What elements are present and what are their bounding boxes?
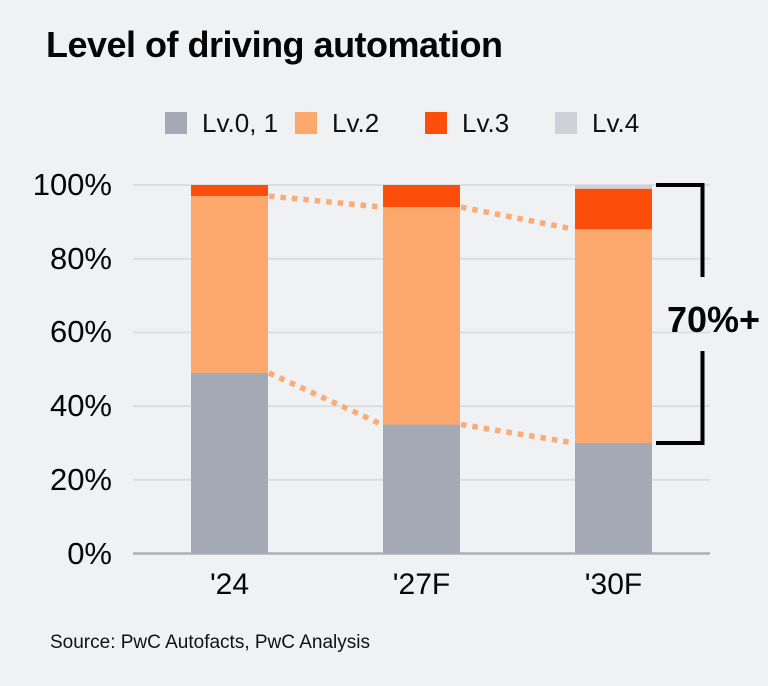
- legend-label-lv4: Lv.4: [592, 108, 640, 138]
- source-note: Source: PwC Autofacts, PwC Analysis: [50, 632, 370, 653]
- bar-segment-lv2-1: [191, 196, 268, 373]
- bar-segment-lv4-3: [575, 185, 652, 189]
- bar-segment-lv01-2: [383, 424, 460, 554]
- bar-segment-lv01-3: [575, 442, 652, 554]
- x-category-label: '30F: [584, 568, 643, 601]
- chart-title: Level of driving automation: [46, 24, 503, 65]
- legend-item-lv01: Lv.0, 1: [165, 110, 295, 136]
- legend-item-lv4: Lv.4: [555, 110, 685, 136]
- dotted-connector: [460, 421, 575, 446]
- bar-segment-lv3-3: [575, 188, 652, 230]
- legend-label-lv01: Lv.0, 1: [202, 108, 279, 138]
- y-tick-label: 60%: [49, 314, 112, 350]
- bar-segment-lv2-2: [383, 207, 460, 425]
- annotation-70-percent: 70%+: [667, 299, 761, 340]
- legend-swatch-lv01-icon: [165, 112, 187, 134]
- bracket-top: [656, 183, 705, 277]
- legend-label-lv3: Lv.3: [462, 108, 510, 138]
- bar-segment-lv01-1: [191, 372, 268, 554]
- y-tick-label: 40%: [49, 388, 112, 424]
- x-category-label: '24: [209, 568, 250, 601]
- dotted-connector: [267, 370, 384, 428]
- legend-swatch-lv3-icon: [425, 112, 447, 134]
- y-tick-label: 100%: [32, 167, 112, 202]
- bar-segment-lv3-2: [383, 185, 460, 208]
- bar-segment-lv2-3: [575, 229, 652, 443]
- legend-swatch-lv4-icon: [555, 112, 577, 134]
- legend-label-lv2: Lv.2: [332, 108, 380, 138]
- bar-segment-lv3-1: [191, 185, 268, 197]
- y-tick-label: 0%: [67, 535, 112, 571]
- y-tick-label: 20%: [49, 461, 112, 497]
- y-tick-label: 80%: [49, 240, 112, 276]
- legend-item-lv2: Lv.2: [295, 110, 425, 136]
- legend: Lv.0, 1 Lv.2 Lv.3 Lv.4: [165, 110, 685, 136]
- bracket-bottom: [656, 350, 705, 445]
- legend-swatch-lv2-icon: [295, 112, 317, 134]
- dotted-connector: [460, 204, 575, 232]
- legend-item-lv3: Lv.3: [425, 110, 555, 136]
- x-category-label: '27F: [392, 568, 451, 601]
- dotted-connector: [268, 193, 383, 210]
